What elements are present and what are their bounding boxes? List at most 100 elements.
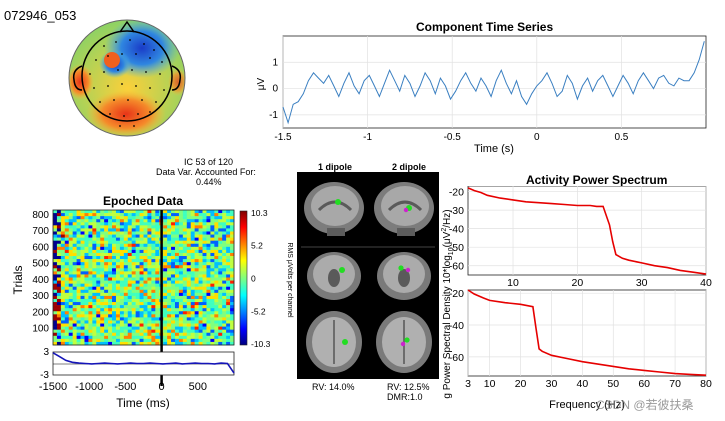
erpimage-cell: [163, 289, 168, 294]
erpimage-cell: [56, 265, 62, 269]
erpimage-cell: [64, 286, 70, 291]
erpimage-cell: [135, 332, 140, 337]
erpimage-cell: [186, 341, 192, 346]
erpimage-cell: [206, 292, 211, 297]
erpimage-cell: [88, 274, 93, 278]
erpimage-cell: [214, 274, 219, 278]
erpimage-cell: [131, 305, 136, 309]
erpimage-cell: [96, 326, 101, 330]
erpimage-ytick-label: 500: [32, 259, 49, 270]
erpimage-cell: [186, 234, 192, 238]
erpimage-cell: [127, 298, 132, 303]
erpimage-cell: [230, 252, 235, 257]
erpimage-cell: [214, 280, 219, 284]
erpimage-cell: [123, 213, 129, 217]
erpimage-cell: [115, 274, 121, 278]
erpimage-cell: [131, 338, 136, 343]
erpimage-cell: [123, 219, 129, 223]
erpimage-cell: [64, 234, 70, 238]
erpimage-cell: [80, 338, 85, 343]
erpimage-cell: [163, 323, 168, 327]
erpimage-cell: [151, 283, 156, 288]
erpimage-cell: [119, 311, 125, 315]
erpimage-cell: [190, 320, 195, 324]
erpimage-cell: [151, 295, 156, 300]
erpimage-cell: [178, 305, 184, 309]
erpimage-cell: [182, 219, 188, 223]
erpimage-cell: [202, 219, 207, 223]
erpimage-cell: [72, 234, 77, 238]
erpimage-cell: [194, 338, 199, 343]
erpimage-cell: [186, 225, 192, 229]
erpimage-cell: [174, 286, 180, 291]
erpimage-cell: [123, 298, 129, 303]
erpimage-cell: [60, 292, 66, 297]
erpimage-cell: [218, 302, 223, 306]
erpimage-cell: [76, 341, 81, 346]
erpimage-cell: [190, 243, 195, 248]
erpimage-cell: [167, 292, 172, 297]
erpimage-cell: [198, 289, 203, 294]
erpimage-cell: [155, 338, 160, 343]
erpimage-cell: [88, 237, 93, 241]
erpimage-cell: [230, 228, 235, 232]
erpimage-cell: [119, 298, 125, 303]
erpimage-cell: [230, 216, 235, 220]
erpimage-cell: [53, 274, 58, 278]
timeseries-ytick-label: -1: [269, 110, 278, 121]
spectrum-ylabel: g Power Spectral Density 10*log10(μV2/Hz…: [441, 209, 455, 398]
erpimage-cell: [60, 326, 66, 330]
erpimage-cell: [92, 298, 97, 303]
erp-trace: [52, 352, 235, 374]
erpimage-cell: [96, 295, 101, 300]
erpimage-cell: [206, 262, 211, 266]
erpimage-cell: [112, 341, 117, 346]
erpimage-cell: [123, 326, 129, 330]
erpimage-cell: [210, 225, 215, 229]
erpimage-cell: [171, 280, 176, 284]
erpimage-cell: [108, 341, 113, 346]
erpimage-cell: [194, 234, 199, 238]
erpimage-cell: [151, 268, 156, 272]
colorbar-tick-label: -5.2: [251, 307, 266, 317]
erpimage-cell: [96, 289, 101, 294]
erpimage-cell: [96, 228, 101, 232]
erpimage-cell: [92, 256, 97, 260]
erpimage-cell: [210, 280, 215, 284]
spectrum-xtick-label: 3: [465, 378, 471, 390]
erpimage-cell: [214, 305, 219, 309]
erpimage-cell: [151, 335, 156, 340]
erpimage-cell: [60, 317, 66, 321]
erpimage-cell: [104, 314, 109, 318]
erpimage-cell: [96, 271, 101, 275]
erpimage-cell: [190, 252, 195, 257]
erpimage-cell: [84, 249, 89, 254]
erpimage-cell: [190, 222, 195, 226]
erpimage-cell: [80, 246, 85, 251]
erpimage-cell: [64, 341, 70, 346]
erpimage-cell: [139, 289, 144, 294]
erpimage-cell: [108, 234, 113, 238]
erpimage-cell: [218, 249, 223, 254]
erpimage-cell: [119, 271, 125, 275]
erpimage-cell: [186, 280, 192, 284]
erpimage-cell: [226, 314, 231, 318]
erpimage-cell: [131, 265, 136, 269]
erpimage-cell: [167, 256, 172, 260]
erpimage-cell: [76, 338, 81, 343]
erpimage-cell: [112, 308, 117, 312]
erpimage-cell: [112, 329, 117, 334]
erpimage-cell: [151, 280, 156, 284]
erpimage-cell: [88, 246, 93, 251]
erpimage-ytick-label: 700: [32, 226, 49, 237]
erpimage-cell: [135, 302, 140, 306]
erpimage-cell: [104, 283, 109, 288]
erpimage-cell: [198, 295, 203, 300]
erpimage-cell: [131, 225, 136, 229]
erpimage-cell: [174, 277, 180, 281]
erpimage-cell: [68, 289, 73, 294]
erpimage-cell: [194, 308, 199, 312]
erpimage-cell: [115, 216, 121, 220]
erpimage-cell: [68, 295, 73, 300]
erpimage-cell: [68, 265, 73, 269]
